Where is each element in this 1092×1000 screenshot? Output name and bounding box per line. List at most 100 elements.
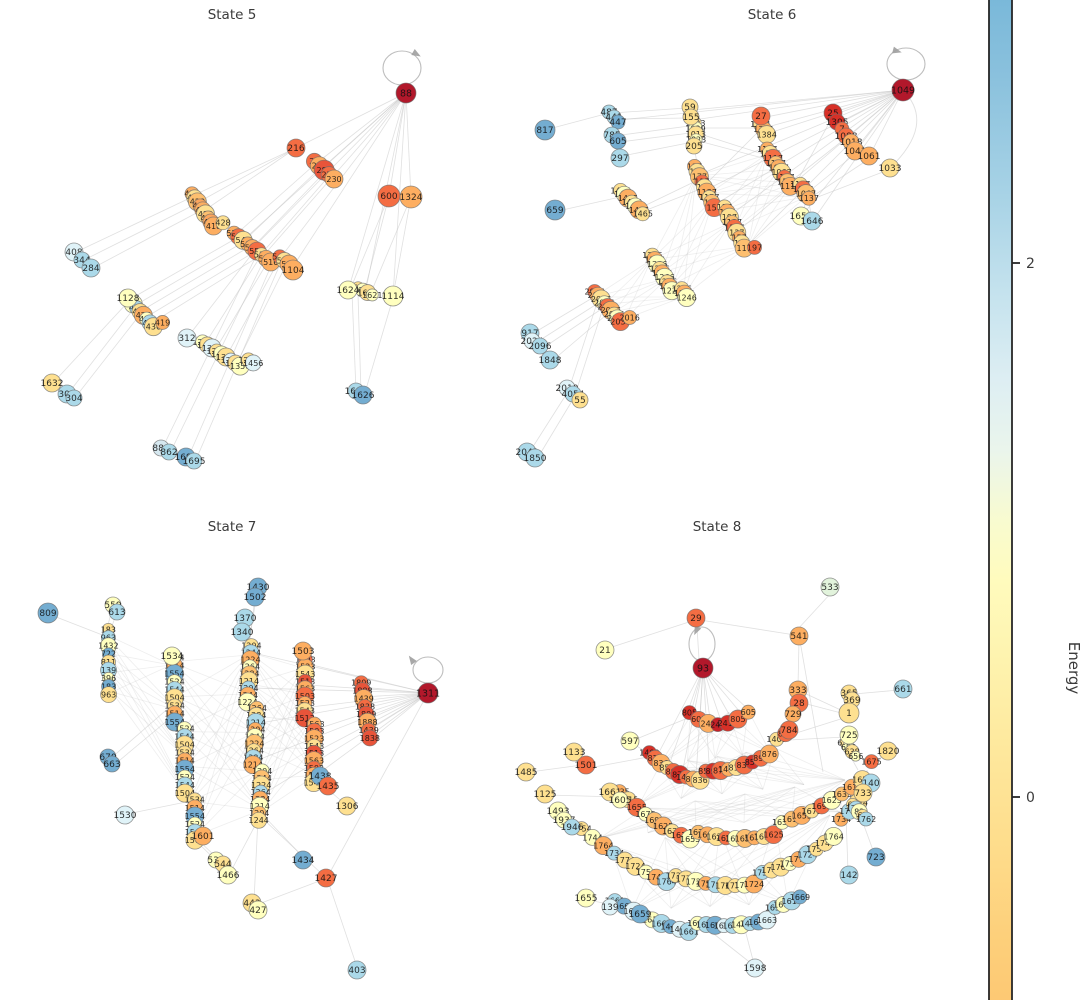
cluster-node-label: 1774	[676, 875, 696, 884]
cluster-node-label: 1449	[731, 921, 751, 930]
cluster-node-label: 1655	[680, 835, 700, 844]
graph-mesh-edge	[260, 747, 314, 813]
graph-mesh-edge	[624, 259, 652, 320]
cluster-node-label: 722	[101, 650, 116, 659]
graph-node	[789, 626, 809, 646]
cluster-node-label: 1669	[790, 893, 810, 902]
graph-mesh-edge	[695, 786, 796, 828]
cluster-node-label: 1246	[676, 293, 696, 302]
node-cluster: 576516546506586556536576516546506586	[226, 225, 299, 274]
graph-node-label: 533	[821, 583, 838, 593]
graph-edge	[109, 704, 173, 760]
graph-node-label: 1493	[547, 807, 570, 817]
graph-node-label: 1324	[400, 193, 423, 203]
cluster-node-label: 1675	[861, 758, 881, 767]
graph-node	[779, 720, 799, 740]
cluster-node-label: 2419	[718, 719, 738, 728]
graph-node-label: 1848	[539, 356, 562, 366]
graph-edge	[528, 389, 570, 454]
graph-mesh-edge	[631, 814, 831, 911]
graph-node	[293, 850, 313, 870]
graph-mesh-edge	[743, 779, 846, 823]
graph-node-label: 1133	[563, 748, 586, 758]
root-node	[417, 682, 439, 704]
graph-mesh-edge	[650, 175, 697, 261]
graph-edge	[802, 702, 846, 715]
cluster-node-label: 605	[691, 715, 706, 724]
cluster-node-label: 1764	[593, 841, 613, 850]
graph-node	[535, 784, 555, 804]
graph-edge	[259, 692, 429, 797]
graph-edge	[531, 296, 595, 335]
cluster-node	[757, 910, 777, 930]
state-graph-state-7: 1839631432722811139396183963153415141554…	[37, 577, 444, 980]
graph-mesh-edge	[175, 696, 262, 811]
graph-node	[81, 258, 101, 278]
graph-edge	[799, 640, 824, 773]
cluster-node	[824, 826, 844, 846]
cluster-node-label: 1655	[792, 811, 812, 820]
graph-mesh-edge	[747, 196, 807, 247]
graph-edge	[536, 301, 601, 343]
graph-node	[382, 285, 404, 307]
graph-node	[37, 602, 59, 624]
graph-edge	[312, 92, 407, 167]
cluster-node-label: 183	[101, 625, 116, 634]
graph-node	[42, 373, 62, 393]
cluster-node-label: 1554	[165, 718, 185, 727]
graph-edge	[805, 153, 856, 195]
graph-node-label: 205	[685, 142, 702, 152]
graph-node-label: 1652	[790, 212, 813, 222]
graph-mesh-edge	[111, 691, 184, 756]
cluster-node	[215, 215, 231, 231]
cluster-node-label: 436	[146, 323, 161, 332]
self-loop-arrowhead	[411, 48, 421, 57]
graph-node-label: 1624	[337, 286, 360, 296]
graph-node	[232, 622, 252, 642]
cluster-node-label: 638	[844, 748, 859, 757]
graph-node-label: 1104	[282, 266, 305, 276]
graph-node-label: 1659	[629, 910, 652, 920]
graph-node	[516, 762, 536, 782]
node-cluster: 1839631432722811139396183963	[98, 622, 119, 704]
graph-edge	[133, 242, 243, 307]
cluster-node-label: 1754	[571, 825, 591, 834]
cluster-node-label: 1734	[725, 882, 745, 891]
graph-edge	[196, 147, 297, 204]
cluster-node-label: 1724	[744, 880, 764, 889]
graph-mesh-edge	[255, 747, 317, 776]
cluster-node-label: 1615	[725, 834, 745, 843]
cluster-node	[864, 754, 879, 770]
graph-mesh-edge	[682, 222, 732, 298]
graph-node-label: 1305	[826, 118, 849, 128]
graph-edge	[788, 736, 846, 741]
cluster-node-label: 1554	[185, 812, 205, 821]
graph-mesh-edge	[650, 222, 731, 261]
graph-node-label: 1632	[41, 379, 64, 389]
graph-mesh-edge	[104, 633, 172, 666]
graph-node	[576, 755, 596, 775]
cluster-node-label: 428	[215, 219, 230, 228]
cluster-node-label: 1655	[627, 803, 647, 812]
graph-edge	[619, 89, 904, 121]
graph-edge	[154, 253, 264, 322]
graph-mesh-edge	[599, 786, 796, 839]
graph-edge	[633, 717, 689, 741]
graph-node-label: 2096	[529, 342, 552, 352]
graph-mesh-edge	[170, 654, 249, 663]
graph-node-label: 723	[867, 853, 884, 863]
graph-mesh-edge	[774, 747, 846, 781]
graph-edge	[388, 92, 407, 197]
graph-edge	[568, 299, 599, 390]
colorbar-axis-label: Energy	[1065, 642, 1083, 695]
graph-edge	[797, 640, 800, 687]
cluster-node-label: 419	[155, 318, 170, 327]
graph-node	[595, 640, 615, 660]
graph-mesh-edge	[194, 732, 255, 837]
cluster-node-label: 1504	[164, 694, 184, 703]
graph-edge	[868, 89, 904, 158]
graph-mesh-edge	[250, 667, 304, 685]
graph-mesh-edge	[744, 793, 793, 818]
cluster-node	[365, 288, 379, 302]
graph-edge	[696, 626, 700, 660]
